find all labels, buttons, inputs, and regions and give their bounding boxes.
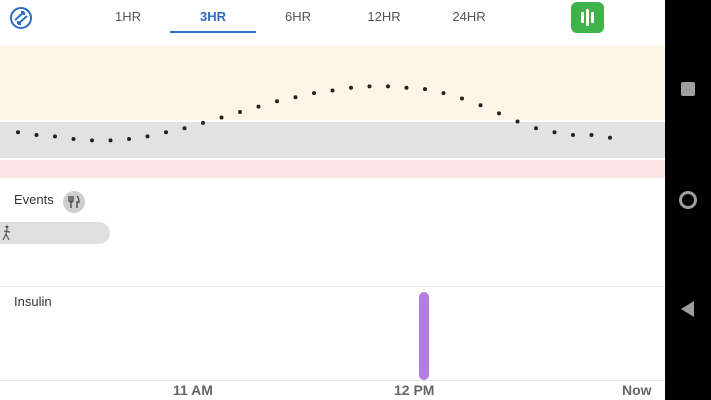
glucose-point [571,133,575,137]
fork-knife-icon[interactable] [63,191,85,213]
activity-event-bar[interactable] [0,222,110,244]
glucose-plot [16,84,612,143]
glucose-point [589,133,594,137]
glucose-point [16,130,20,135]
glucose-point [608,135,612,140]
time-label-12pm: 12 PM [394,382,435,398]
glucose-point [404,85,409,90]
glucose-point [515,119,520,124]
glucose-point [164,130,168,135]
tab-3hr[interactable]: 3HR [199,9,226,24]
glucose-point [71,137,76,142]
time-label-11am: 11 AM [173,382,213,398]
high-range-band [0,45,665,120]
chart-view-button[interactable] [571,2,604,33]
insulin-dose-bar[interactable] [419,292,429,380]
app-screen: 1HR 3HR 6HR 12HR 24HR Events [0,0,665,400]
glucose-point [238,110,242,115]
tab-24hr[interactable]: 24HR [452,9,486,24]
tab-1hr[interactable]: 1HR [114,9,141,24]
insulin-label: Insulin [14,294,52,309]
glucose-point [460,96,464,101]
recents-button[interactable] [681,82,695,96]
glucose-point [478,103,483,108]
back-button[interactable] [681,301,694,317]
glucose-point [423,87,427,92]
glucose-point [349,85,353,90]
glucose-point [108,138,113,143]
glucose-point [145,134,150,139]
glucose-point [497,111,501,116]
glucose-point [34,133,39,137]
android-nav-bar [665,0,711,400]
sync-icon[interactable] [8,5,34,31]
section-divider [0,286,665,287]
glucose-point [182,126,187,131]
time-axis-line [0,380,665,381]
tab-6hr[interactable]: 6HR [284,9,311,24]
glucose-point [534,126,538,131]
glucose-point [386,84,390,89]
bar-chart-icon [581,9,594,26]
glucose-point [256,104,261,109]
glucose-point [552,130,557,135]
glucose-point [330,88,335,93]
glucose-point [219,115,224,120]
glucose-point [367,84,372,89]
active-tab-indicator [170,31,256,33]
glucose-point [127,137,131,142]
glucose-point [53,134,57,139]
tab-12hr[interactable]: 12HR [367,9,401,24]
events-label: Events [14,192,54,207]
activity-icon [2,225,11,241]
glucose-point [293,95,298,100]
home-button[interactable] [679,191,697,209]
time-label-now: Now [622,382,652,398]
low-range-band [0,160,665,178]
glucose-point [90,138,94,143]
glucose-point [312,91,316,96]
glucose-graph [0,45,665,180]
glucose-point [201,120,205,125]
glucose-point [275,99,279,104]
top-bar: 1HR 3HR 6HR 12HR 24HR [0,0,665,36]
glucose-point [441,91,446,96]
